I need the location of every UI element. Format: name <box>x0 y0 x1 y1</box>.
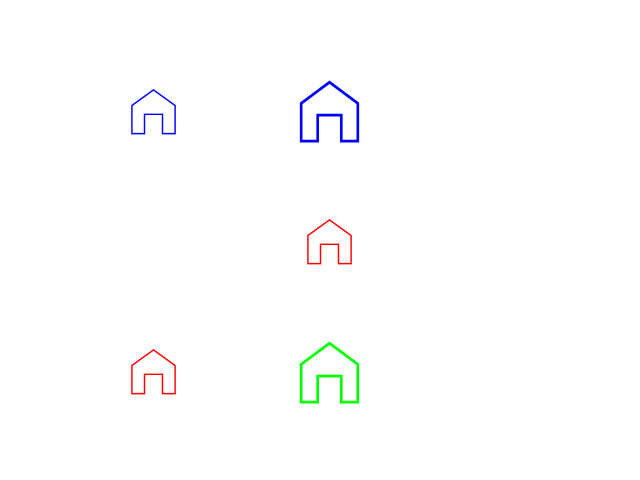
home-icon[interactable] <box>307 219 352 265</box>
home-icon[interactable] <box>131 349 176 395</box>
home-icon[interactable] <box>131 89 176 135</box>
home-icon[interactable] <box>299 80 360 143</box>
home-icon[interactable] <box>299 341 360 404</box>
